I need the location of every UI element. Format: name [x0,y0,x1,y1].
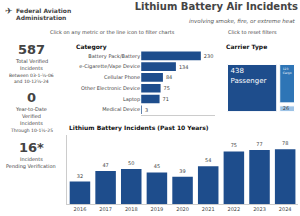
svg-text:Medical Device: Medical Device [102,106,140,112]
svg-text:75: 75 [231,142,237,148]
svg-text:2020: 2020 [176,206,189,212]
svg-text:16*: 16* [19,140,44,155]
svg-text:2024: 2024 [279,206,292,212]
svg-text:54: 54 [205,157,211,163]
svg-text:3: 3 [145,107,148,113]
svg-text:Click on any metric or the lin: Click on any metric or the line icon to … [50,29,175,36]
svg-text:2016: 2016 [74,206,87,212]
svg-text:32: 32 [77,173,83,179]
svg-text:Incidents: Incidents [20,156,43,162]
svg-text:2022: 2022 [228,206,241,212]
svg-text:134: 134 [179,64,189,70]
svg-text:123Cargo: 123Cargo [283,67,292,75]
svg-text:50: 50 [128,160,134,166]
svg-text:2018: 2018 [125,206,138,212]
svg-text:71: 71 [163,96,169,102]
svg-text:26: 26 [283,105,289,111]
svg-text:Other Electronic Device: Other Electronic Device [81,85,140,91]
svg-text:2017: 2017 [99,206,112,212]
svg-text:e-Cigarette/Vape Device: e-Cigarette/Vape Device [79,63,140,70]
svg-text:involving smoke, fire, or extr: involving smoke, fire, or extreme heat [189,18,296,25]
svg-text:2019: 2019 [151,206,164,212]
svg-text:Pending Verification: Pending Verification [6,163,56,170]
svg-text:Incidents: Incidents [20,65,43,71]
svg-text:587: 587 [18,42,45,57]
svg-text:Laptop: Laptop [123,96,140,103]
svg-text:and 10-12½-24: and 10-12½-24 [14,79,49,84]
svg-text:Lithium Battery Incidents (Pas: Lithium Battery Incidents (Past 10 Years… [69,124,209,132]
svg-text:Verified: Verified [22,113,41,119]
svg-text:2021: 2021 [202,206,215,212]
svg-text:Federal Aviation: Federal Aviation [16,7,71,14]
svg-text:78: 78 [282,140,288,146]
svg-text:438Passenger: 438Passenger [231,67,267,84]
svg-text:0: 0 [27,90,36,105]
svg-text:2023: 2023 [253,206,266,212]
svg-text:Category: Category [76,43,107,51]
svg-text:Carrier Type: Carrier Type [226,43,267,51]
svg-text:Between 03-1-½-06: Between 03-1-½-06 [9,73,54,78]
svg-text:39: 39 [179,168,185,174]
svg-text:Lithium Battery Air Incidents: Lithium Battery Air Incidents [135,1,298,12]
svg-text:Through 10-1½-25: Through 10-1½-25 [10,128,53,133]
svg-text:45: 45 [154,163,160,169]
svg-text:230: 230 [204,53,214,59]
svg-text:Battery Pack/Battery: Battery Pack/Battery [88,53,140,60]
svg-text:77: 77 [256,141,262,147]
svg-text:Incidents: Incidents [20,120,43,126]
svg-text:✈: ✈ [5,6,13,16]
svg-text:Year-to-Date: Year-to-Date [15,106,47,112]
svg-text:75: 75 [164,85,170,91]
svg-text:Cellular Phone: Cellular Phone [104,74,140,80]
svg-text:Click to reset filters: Click to reset filters [228,29,277,35]
svg-text:84: 84 [166,74,172,80]
svg-text:Total Verified: Total Verified [15,58,48,64]
svg-text:47: 47 [102,162,108,168]
svg-text:Administration: Administration [16,14,66,21]
